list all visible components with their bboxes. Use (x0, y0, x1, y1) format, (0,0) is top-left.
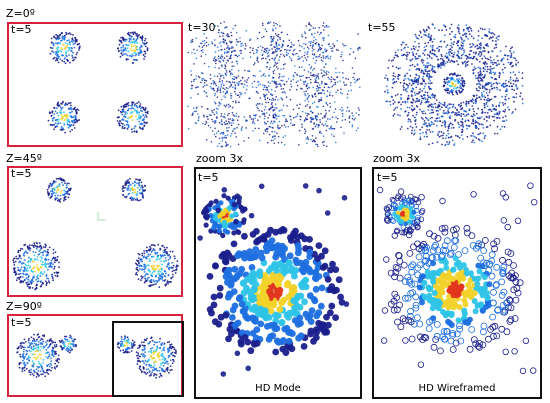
cluster-group-z0-t55 (384, 23, 524, 147)
panel-z0-t5-frame (7, 22, 183, 147)
time-label-hd-wireframed: t=5 (377, 171, 398, 184)
zoom-label-hd-mode: zoom 3x (196, 152, 243, 165)
time-label-z0-panel1: t=5 (11, 23, 32, 36)
particles-hd-wireframed (376, 182, 538, 375)
panel-z45-t5-frame (7, 166, 183, 297)
cluster-group-z90-t5 (16, 333, 177, 379)
caption-hd-mode: HD Mode (255, 383, 301, 394)
panel-z90-zoom-box (112, 321, 184, 397)
time-label-hd-mode: t=5 (198, 171, 219, 184)
time-label-z0-panel2: t=30 (188, 21, 216, 34)
cluster-group-z0-t5 (47, 31, 149, 134)
cluster-group-z0-t30 (187, 21, 361, 148)
cluster-group-z45-t5 (12, 177, 179, 291)
caption-hd-wireframed: HD Wireframed (418, 383, 496, 394)
time-label-z45: t=5 (11, 167, 32, 180)
row-z45-label: Z=45º (6, 152, 42, 165)
row-z0-label: Z=0º (6, 7, 35, 20)
zoom-label-hd-wireframed: zoom 3x (373, 152, 420, 165)
panel-hd-wireframed-frame (372, 167, 542, 399)
panel-hd-mode-frame (194, 167, 362, 399)
particles-hd-mode (197, 183, 350, 377)
axis-marker-icon (97, 212, 106, 221)
time-label-z90: t=5 (11, 316, 32, 329)
time-label-z0-panel3: t=55 (368, 21, 396, 34)
row-z90-label: Z=90º (6, 300, 42, 313)
